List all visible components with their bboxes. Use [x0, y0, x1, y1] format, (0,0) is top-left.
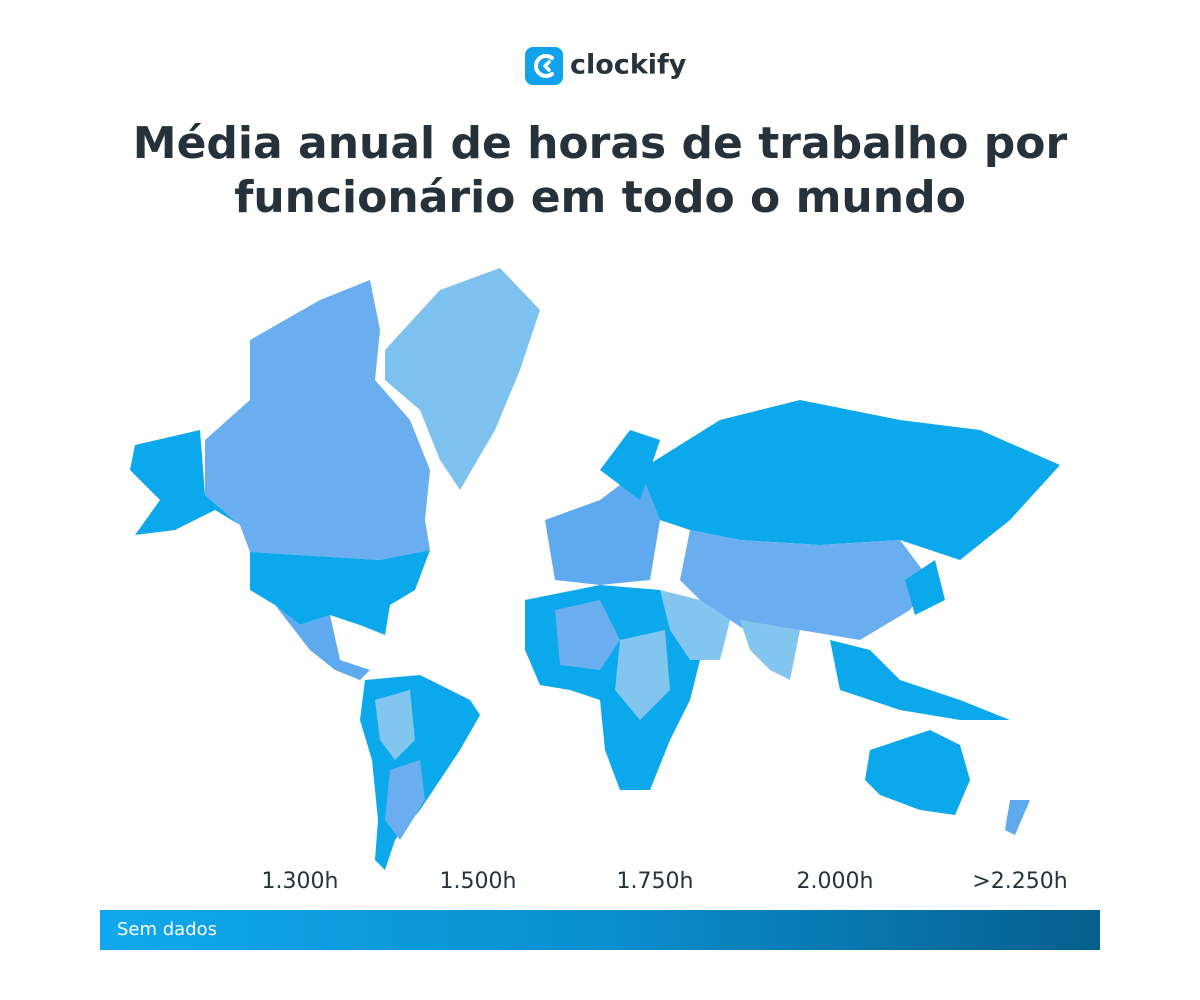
southeast-asia — [830, 640, 1010, 720]
new-zealand — [1005, 800, 1030, 835]
legend-label: 2.000h — [797, 869, 874, 894]
legend-label: 1.300h — [262, 869, 339, 894]
africa-region — [555, 600, 620, 670]
alaska — [130, 430, 240, 535]
legend-label: 1.500h — [440, 869, 517, 894]
south-america-region — [375, 690, 415, 760]
logo-text: clockify — [570, 50, 687, 81]
russia — [640, 400, 1060, 560]
world-map — [130, 268, 1060, 870]
no-data-label: Sem dados — [117, 919, 217, 940]
japan — [905, 560, 945, 615]
legend-label: >2.250h — [972, 869, 1067, 894]
mexico — [275, 605, 370, 680]
middle-east — [660, 590, 730, 660]
title-line: funcionário em todo o mundo — [234, 172, 966, 223]
canada — [205, 280, 430, 560]
asia — [680, 530, 930, 640]
legend-gradient — [100, 910, 1100, 950]
europe — [545, 470, 660, 585]
australia — [865, 730, 970, 815]
greenland — [385, 268, 540, 490]
india — [740, 620, 800, 680]
logo-mark-arrow — [543, 60, 551, 72]
africa-region — [615, 630, 670, 720]
title-line: Média anual de horas de trabalho por — [133, 118, 1068, 169]
legend-label: 1.750h — [617, 869, 694, 894]
logo-mark — [534, 54, 554, 78]
south-america-region — [385, 760, 425, 840]
usa — [250, 550, 430, 635]
